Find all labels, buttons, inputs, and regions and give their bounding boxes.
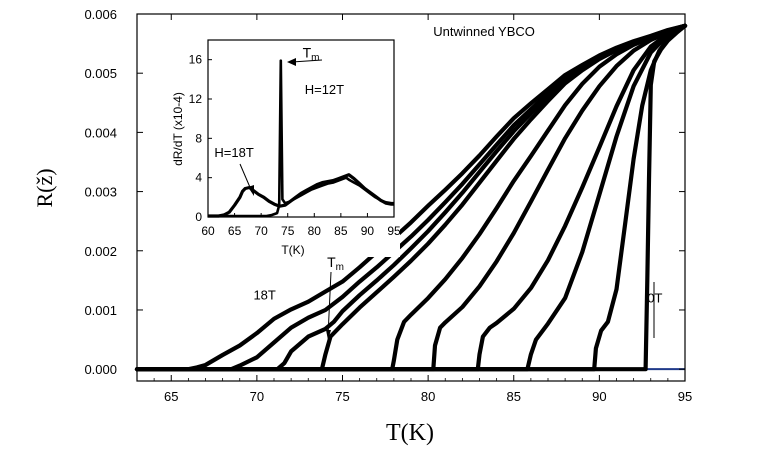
main-x-tick-label: 80	[421, 389, 435, 404]
inset-tm-arrowhead	[287, 58, 296, 66]
inset-y-tick-label: 8	[195, 131, 202, 145]
inset-y-tick-label: 16	[189, 53, 203, 67]
main-x-tick-label: 65	[164, 389, 178, 404]
annotation-inset-tm-base: T	[303, 45, 312, 61]
annotation-18t: 18T	[253, 287, 275, 302]
inset-x-tick-label: 60	[201, 224, 215, 238]
annotation-main-tm-sub: m	[336, 262, 344, 273]
inset-y-axis-label: dR/dT (x10-4)	[171, 92, 185, 166]
main-x-tick-label: 95	[678, 389, 692, 404]
inset-x-tick-label: 70	[254, 224, 268, 238]
inset-tm-arrow	[291, 59, 323, 63]
main-series-layer	[134, 23, 688, 372]
main-tm-arrowhead	[326, 330, 331, 340]
inset-x-tick-label: 65	[228, 224, 242, 238]
main-y-tick-label: 0.002	[84, 244, 117, 259]
main-tm-arrow	[327, 271, 332, 337]
inset-y-tick-label: 12	[189, 92, 203, 106]
annotation-h12t: H=12T	[305, 82, 344, 97]
inset-y-tick-label: 4	[195, 171, 202, 185]
annotation-main-tm-base: T	[327, 254, 336, 270]
main-chart: 65 70 75 80 85 90 950.0000.0010.0020.0030.0040…	[32, 7, 692, 446]
main-series-4t	[134, 23, 688, 372]
annotation-inset-tm-sub: m	[311, 53, 319, 64]
inset-series-h12t	[208, 59, 394, 218]
inset-chart: 60 65 70 75 80 85 90 95 0 4 8 12 16 T(K) dR/dT (x10-…	[171, 36, 401, 257]
main-x-tick-label: 75	[335, 389, 349, 404]
main-y-tick-label: 0.005	[84, 66, 117, 81]
annotation-h18t: H=18T	[214, 145, 253, 160]
main-tick-layer: 65 70 75 80 85 90 950.0000.0010.0020.0030.0040…	[84, 7, 692, 404]
main-y-axis-label: R(ž)	[32, 168, 57, 207]
main-series-12t	[134, 23, 688, 372]
annotation-main-tm: Tm	[327, 254, 344, 273]
inset-background	[178, 36, 400, 257]
main-series-10t	[134, 23, 688, 372]
inset-x-tick-label: 85	[334, 224, 348, 238]
main-x-tick-label: 90	[592, 389, 606, 404]
main-series-8t	[134, 23, 688, 372]
annotation-inset-tm: Tm	[303, 45, 320, 64]
inset-x-tick-label: 90	[361, 224, 375, 238]
main-y-tick-label: 0.006	[84, 7, 117, 22]
main-y-tick-label: 0.004	[84, 125, 117, 140]
main-series-6t	[134, 23, 688, 372]
main-x-tick-label: 85	[507, 389, 521, 404]
inset-tick-layer: 60 65 70 75 80 85 90 95 0 4 8 12 16	[189, 53, 401, 238]
main-y-tick-label: 0.003	[84, 185, 117, 200]
annotation-untwinned-ybco: Untwinned YBCO	[433, 24, 535, 39]
inset-x-tick-label: 75	[281, 224, 295, 238]
inset-x-tick-label: 95	[387, 224, 401, 238]
main-series-0t	[134, 23, 688, 372]
main-x-axis-label: T(K)	[386, 420, 434, 446]
inset-x-tick-label: 80	[308, 224, 322, 238]
main-y-tick-label: 0.000	[84, 362, 117, 377]
main-y-tick-label: 0.001	[84, 303, 117, 318]
inset-x-axis-label: T(K)	[281, 243, 304, 257]
inset-plot-frame	[207, 39, 395, 218]
main-x-tick-label: 70	[250, 389, 264, 404]
inset-series-layer	[208, 59, 394, 218]
annotation-0t: 0T	[647, 290, 662, 305]
inset-h18t-arrowhead	[248, 185, 254, 196]
inset-y-tick-label: 0	[195, 210, 202, 224]
